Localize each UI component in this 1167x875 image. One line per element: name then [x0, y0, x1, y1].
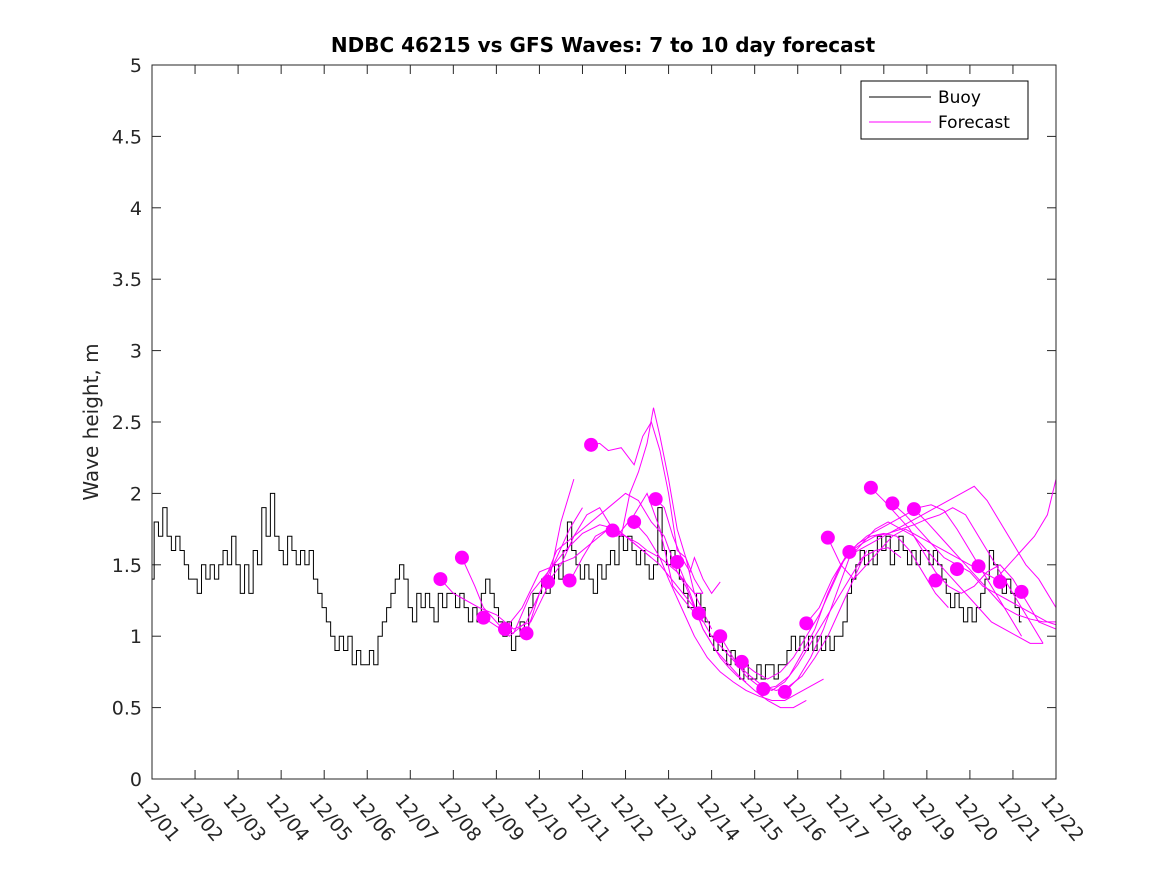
forecast-start-marker [541, 574, 556, 589]
forecast-start-marker [777, 684, 792, 699]
legend-forecast-label: Forecast [938, 113, 1010, 133]
forecast-start-marker [670, 554, 685, 569]
forecast-start-marker [820, 530, 835, 545]
forecast-series-line [655, 498, 721, 595]
y-tick-label: 3.5 [112, 269, 142, 291]
forecast-start-marker [713, 629, 728, 644]
forecast-series-line [892, 503, 1057, 626]
chart-title: NDBC 46215 vs GFS Waves: 7 to 10 day for… [331, 33, 876, 57]
forecast-start-marker [519, 626, 534, 641]
forecast-series-line [591, 420, 704, 594]
forecast-series-line [612, 530, 747, 683]
forecast-start-marker [584, 437, 599, 452]
forecast-series-line [913, 508, 1056, 623]
forecast-start-marker [476, 610, 491, 625]
forecast-start-marker [1014, 584, 1029, 599]
forecast-start-marker [928, 573, 943, 588]
forecast-start-marker [691, 606, 706, 621]
legend: Buoy Forecast [860, 80, 1029, 140]
forecast-start-marker [863, 480, 878, 495]
forecast-start-marker [842, 544, 857, 559]
y-tick-label: 4 [130, 198, 142, 220]
y-axis-label: Wave height, m [79, 343, 103, 500]
forecast-start-marker [756, 682, 771, 697]
buoy-series-line [152, 492, 1022, 680]
forecast-start-marker [605, 523, 620, 538]
forecast-series-line [633, 521, 824, 701]
forecast-series-line [849, 521, 1044, 644]
y-tick-label: 2 [130, 483, 142, 505]
forecast-start-marker [799, 616, 814, 631]
y-tick-label: 3 [130, 341, 142, 363]
forecast-start-marker [906, 502, 921, 517]
forecast-series-line [719, 547, 902, 692]
forecast-start-marker [627, 514, 642, 529]
forecast-series-line [827, 479, 1057, 580]
y-tick-label: 0 [130, 769, 142, 791]
y-tick-label: 2.5 [112, 412, 142, 434]
forecast-start-marker [433, 572, 448, 587]
legend-box [860, 80, 1029, 140]
forecast-series-line [504, 528, 695, 630]
y-tick-label: 1 [130, 626, 142, 648]
forecast-start-marker [648, 492, 663, 507]
y-tick-label: 0.5 [112, 698, 142, 720]
forecast-start-marker [562, 573, 577, 588]
forecast-start-marker [885, 496, 900, 511]
y-tick-label: 1.5 [112, 555, 142, 577]
forecast-series-line [461, 507, 583, 637]
axes-background [152, 65, 1056, 779]
axes-frame [151, 64, 1057, 780]
forecast-start-marker [734, 654, 749, 669]
forecast-start-marker [454, 550, 469, 565]
forecast-series-line [547, 492, 704, 623]
y-tick-label: 4.5 [112, 126, 142, 148]
forecast-start-marker [971, 559, 986, 574]
y-tick-label: 5 [130, 55, 142, 77]
forecast-series-line [440, 478, 575, 630]
forecast-start-marker [993, 574, 1008, 589]
forecast-start-marker [497, 622, 512, 637]
forecast-start-marker [949, 562, 964, 577]
forecast-series-line [569, 407, 704, 594]
legend-buoy-label: Buoy [938, 88, 981, 108]
plot-area: 00.511.522.533.544.5512/0112/0212/0312/0… [112, 55, 1088, 846]
